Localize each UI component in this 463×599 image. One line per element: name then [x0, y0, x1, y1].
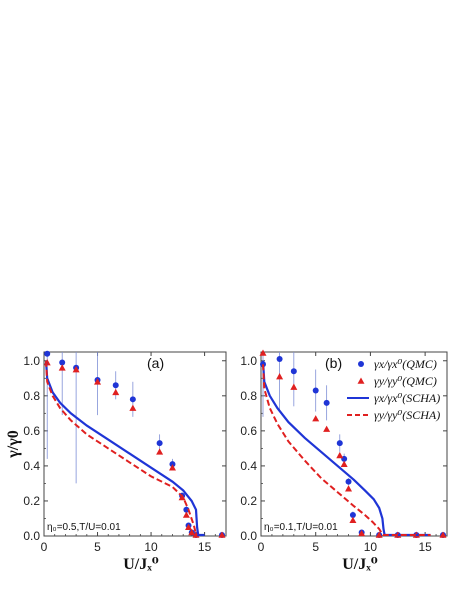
- legend-triangle-marker: [357, 377, 365, 384]
- qmc-y-point: [323, 425, 331, 432]
- x-axis-label: U/Jₓ⁰: [123, 556, 159, 573]
- plot-frame: [43, 351, 227, 537]
- qmc-y-point: [439, 531, 447, 538]
- qmc-y-point: [156, 448, 164, 455]
- qmc-y-point: [188, 528, 196, 536]
- qmc-y-point: [336, 451, 344, 459]
- y-tick-label: 0.6: [23, 424, 40, 438]
- qmc-y-point: [375, 531, 383, 538]
- qmc-y-point: [192, 531, 200, 538]
- panel-a: 0 5 10 15 0.0 0.2 0.4 0.6 0.8 1.0 U/Jₓ⁰ γ/γ0 (a) η₀=0…: [5, 350, 227, 573]
- qmc-y-point: [340, 460, 348, 467]
- qmc-y-point: [259, 349, 267, 356]
- qmc-x-point: [276, 356, 283, 363]
- qmc-y-point: [218, 531, 226, 538]
- y-tick-label: 0.4: [240, 459, 257, 473]
- qmc-y-point: [168, 464, 176, 471]
- y-axis-label: γ/γ0: [5, 430, 22, 458]
- parameter-annotation: η₀=0.5,T/U=0.01: [47, 522, 121, 533]
- qmc-x-point: [345, 478, 352, 485]
- qmc-y-point: [94, 378, 102, 385]
- qmc-y-point: [185, 523, 193, 531]
- y-tick-label: 1.0: [23, 354, 40, 368]
- qmc-y-point: [312, 415, 320, 422]
- panel-b: 0 5 10 15 0.0 0.2 0.4 0.6 0.8 1.0 U/Jₓ⁰ (b) η₀=0.1,T…: [240, 349, 448, 573]
- qmc-x-point: [312, 387, 319, 394]
- scha-x-curve: [261, 360, 431, 537]
- y-tick-label: 0.2: [23, 494, 40, 508]
- y-tick-label: 0.8: [23, 389, 40, 403]
- y-tick-label: 0.0: [240, 529, 257, 543]
- qmc-y-point: [276, 373, 284, 380]
- parameter-annotation: η₀=0.1,T/U=0.01: [264, 522, 338, 533]
- qmc-x-point: [349, 511, 356, 518]
- x-tick-label: 5: [312, 540, 319, 554]
- plot-frame: [260, 351, 448, 537]
- qmc-y-point: [290, 383, 298, 390]
- qmc-x-point: [112, 382, 119, 389]
- qmc-x-point: [323, 399, 330, 406]
- legend-circle-marker: [358, 361, 364, 367]
- legend-entry-label: γx/γx⁰(QMC): [374, 357, 437, 371]
- legend-entry-label: γy/γy⁰(QMC): [374, 374, 437, 388]
- legend-entry-label: γx/γx⁰(SCHA): [374, 391, 440, 405]
- qmc-x-point: [44, 350, 51, 357]
- y-tick-label: 0.4: [23, 459, 40, 473]
- scha-x-curve: [44, 360, 205, 537]
- qmc-y-point: [129, 404, 137, 411]
- panel-label: (a): [147, 355, 164, 371]
- y-tick-label: 1.0: [240, 354, 257, 368]
- y-tick-label: 0.2: [240, 494, 257, 508]
- scha-y-curve: [45, 360, 198, 536]
- x-tick-label: 10: [144, 540, 158, 554]
- x-tick-label: 0: [41, 540, 48, 554]
- y-tick-label: 0.8: [240, 389, 257, 403]
- y-tick-label: 0.6: [240, 424, 257, 438]
- x-tick-label: 15: [418, 540, 432, 554]
- x-axis-label: U/Jₓ⁰: [342, 556, 378, 573]
- scha-y-curve: [262, 364, 431, 536]
- qmc-y-point: [358, 529, 366, 537]
- x-tick-label: 15: [198, 540, 212, 554]
- y-tick-label: 0.0: [23, 529, 40, 543]
- qmc-x-point: [129, 396, 136, 403]
- qmc-y-point: [72, 366, 80, 373]
- qmc-x-point: [290, 368, 297, 375]
- qmc-y-point: [182, 511, 190, 518]
- qmc-x-point: [336, 440, 343, 447]
- qmc-y-point: [58, 364, 66, 371]
- x-tick-label: 10: [364, 540, 378, 554]
- qmc-y-point: [112, 388, 120, 396]
- legend-entry-label: γy/γy⁰(SCHA): [374, 408, 440, 422]
- x-tick-label: 0: [258, 540, 265, 554]
- qmc-x-point: [183, 506, 190, 513]
- qmc-x-point: [156, 440, 163, 447]
- qmc-y-point: [345, 485, 353, 492]
- x-tick-label: 5: [94, 540, 101, 554]
- qmc-x-point: [59, 359, 66, 366]
- panel-label: (b): [325, 355, 342, 371]
- qmc-x-point: [169, 461, 176, 468]
- qmc-y-point: [349, 516, 357, 524]
